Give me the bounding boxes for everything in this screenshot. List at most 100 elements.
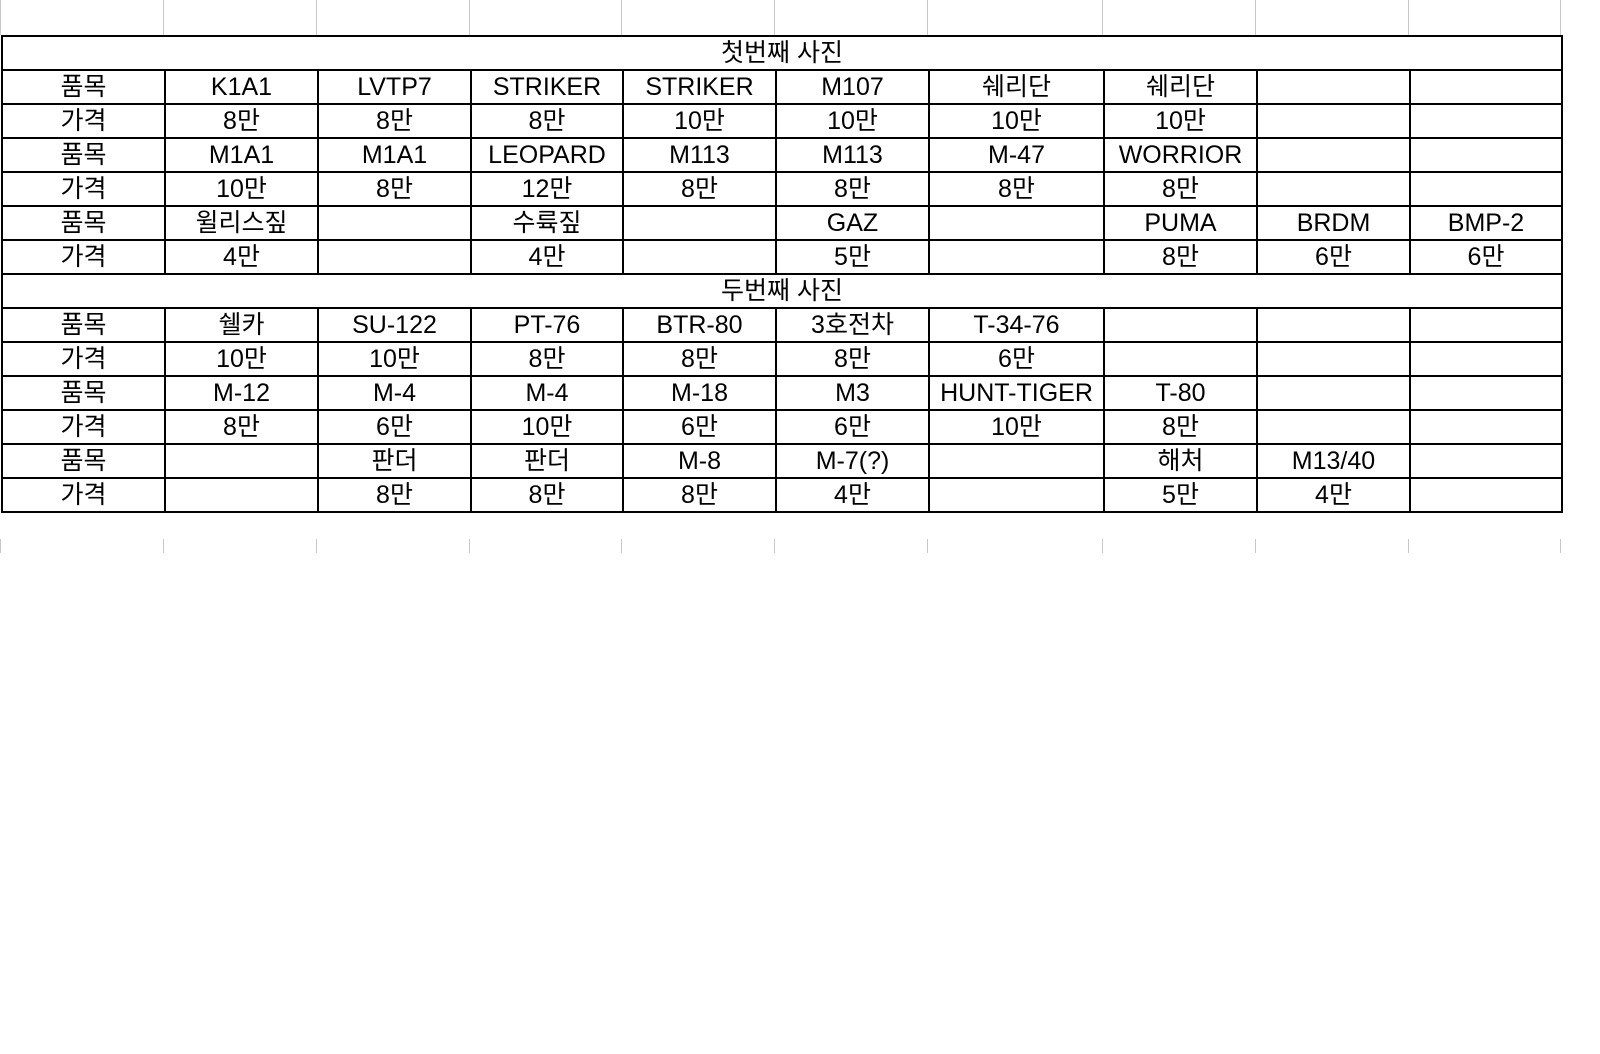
cell[interactable] (1256, 137, 1411, 173)
cell[interactable] (928, 443, 1105, 479)
row-label-cell[interactable]: 가격 (1, 477, 166, 513)
cell[interactable] (317, 239, 472, 275)
cell[interactable]: STRIKER (470, 69, 624, 105)
cell[interactable] (1256, 103, 1411, 139)
cell[interactable]: M13/40 (1256, 443, 1411, 479)
cell[interactable]: M107 (775, 69, 930, 105)
cell[interactable] (1103, 341, 1258, 377)
cell[interactable]: 6만 (1409, 239, 1563, 275)
cell[interactable] (622, 239, 777, 275)
cell[interactable]: 8만 (1103, 409, 1258, 445)
cell[interactable]: 10만 (1103, 103, 1258, 139)
cell[interactable]: M3 (775, 375, 930, 411)
cell[interactable]: BTR-80 (622, 307, 777, 343)
cell[interactable]: 6만 (775, 409, 930, 445)
cell[interactable] (1256, 69, 1411, 105)
section-title[interactable]: 첫번째 사진 (1, 35, 1563, 71)
row-label-cell[interactable]: 품목 (1, 443, 166, 479)
cell[interactable]: M-47 (928, 137, 1105, 173)
cell[interactable]: 윌리스짚 (164, 205, 319, 241)
cell[interactable]: 8만 (1103, 239, 1258, 275)
cell[interactable]: T-34-76 (928, 307, 1105, 343)
cell[interactable]: 8만 (317, 171, 472, 207)
cell[interactable]: 5만 (775, 239, 930, 275)
cell[interactable] (164, 443, 319, 479)
row-label-cell[interactable]: 품목 (1, 137, 166, 173)
cell[interactable] (1256, 307, 1411, 343)
cell[interactable] (622, 205, 777, 241)
section-title[interactable]: 두번째 사진 (1, 273, 1563, 309)
row-label-cell[interactable]: 품목 (1, 375, 166, 411)
cell[interactable]: 8만 (470, 341, 624, 377)
cell[interactable]: 8만 (775, 341, 930, 377)
cell[interactable]: 6만 (317, 409, 472, 445)
cell[interactable]: 쉘카 (164, 307, 319, 343)
row-label-cell[interactable]: 가격 (1, 239, 166, 275)
cell[interactable]: BMP-2 (1409, 205, 1563, 241)
cell[interactable]: BRDM (1256, 205, 1411, 241)
cell[interactable]: M1A1 (317, 137, 472, 173)
cell[interactable] (1409, 443, 1563, 479)
row-label-cell[interactable]: 가격 (1, 409, 166, 445)
cell[interactable] (928, 239, 1105, 275)
row-label-cell[interactable]: 품목 (1, 307, 166, 343)
row-label-cell[interactable]: 가격 (1, 103, 166, 139)
cell[interactable] (928, 205, 1105, 241)
cell[interactable]: 6만 (928, 341, 1105, 377)
cell[interactable]: 8만 (470, 477, 624, 513)
cell[interactable]: 8만 (622, 341, 777, 377)
cell[interactable] (1409, 477, 1563, 513)
cell[interactable]: M113 (622, 137, 777, 173)
cell[interactable]: 12만 (470, 171, 624, 207)
cell[interactable]: K1A1 (164, 69, 319, 105)
cell[interactable]: M113 (775, 137, 930, 173)
cell[interactable]: T-80 (1103, 375, 1258, 411)
cell[interactable] (1409, 103, 1563, 139)
cell[interactable] (1409, 341, 1563, 377)
cell[interactable]: 8만 (775, 171, 930, 207)
cell[interactable]: 10만 (622, 103, 777, 139)
cell[interactable]: 8만 (317, 477, 472, 513)
cell[interactable]: 8만 (1103, 171, 1258, 207)
cell[interactable] (1409, 137, 1563, 173)
cell[interactable] (1409, 375, 1563, 411)
cell[interactable]: 8만 (470, 103, 624, 139)
cell[interactable]: 6만 (1256, 239, 1411, 275)
cell[interactable] (1256, 375, 1411, 411)
cell[interactable]: 8만 (164, 409, 319, 445)
cell[interactable]: 8만 (622, 171, 777, 207)
cell[interactable] (317, 205, 472, 241)
cell[interactable] (1409, 307, 1563, 343)
cell[interactable]: PT-76 (470, 307, 624, 343)
cell[interactable] (1409, 409, 1563, 445)
cell[interactable]: 해처 (1103, 443, 1258, 479)
row-label-cell[interactable]: 품목 (1, 205, 166, 241)
cell[interactable]: 4만 (775, 477, 930, 513)
cell[interactable]: 판더 (470, 443, 624, 479)
cell[interactable]: 10만 (317, 341, 472, 377)
cell[interactable] (1256, 171, 1411, 207)
cell[interactable] (1409, 69, 1563, 105)
row-label-cell[interactable]: 품목 (1, 69, 166, 105)
cell[interactable] (928, 477, 1105, 513)
cell[interactable]: 판더 (317, 443, 472, 479)
cell[interactable]: PUMA (1103, 205, 1258, 241)
cell[interactable]: WORRIOR (1103, 137, 1258, 173)
cell[interactable]: 쉐리단 (1103, 69, 1258, 105)
cell[interactable]: 8만 (317, 103, 472, 139)
row-label-cell[interactable]: 가격 (1, 171, 166, 207)
cell[interactable]: 8만 (164, 103, 319, 139)
cell[interactable]: 4만 (470, 239, 624, 275)
cell[interactable]: M-18 (622, 375, 777, 411)
cell[interactable] (1103, 307, 1258, 343)
row-label-cell[interactable]: 가격 (1, 341, 166, 377)
cell[interactable]: M-12 (164, 375, 319, 411)
cell[interactable]: 10만 (775, 103, 930, 139)
cell[interactable]: LEOPARD (470, 137, 624, 173)
cell[interactable]: 10만 (470, 409, 624, 445)
cell[interactable]: M1A1 (164, 137, 319, 173)
cell[interactable]: GAZ (775, 205, 930, 241)
cell[interactable]: 쉐리단 (928, 69, 1105, 105)
cell[interactable]: M-4 (317, 375, 472, 411)
cell[interactable] (1256, 341, 1411, 377)
